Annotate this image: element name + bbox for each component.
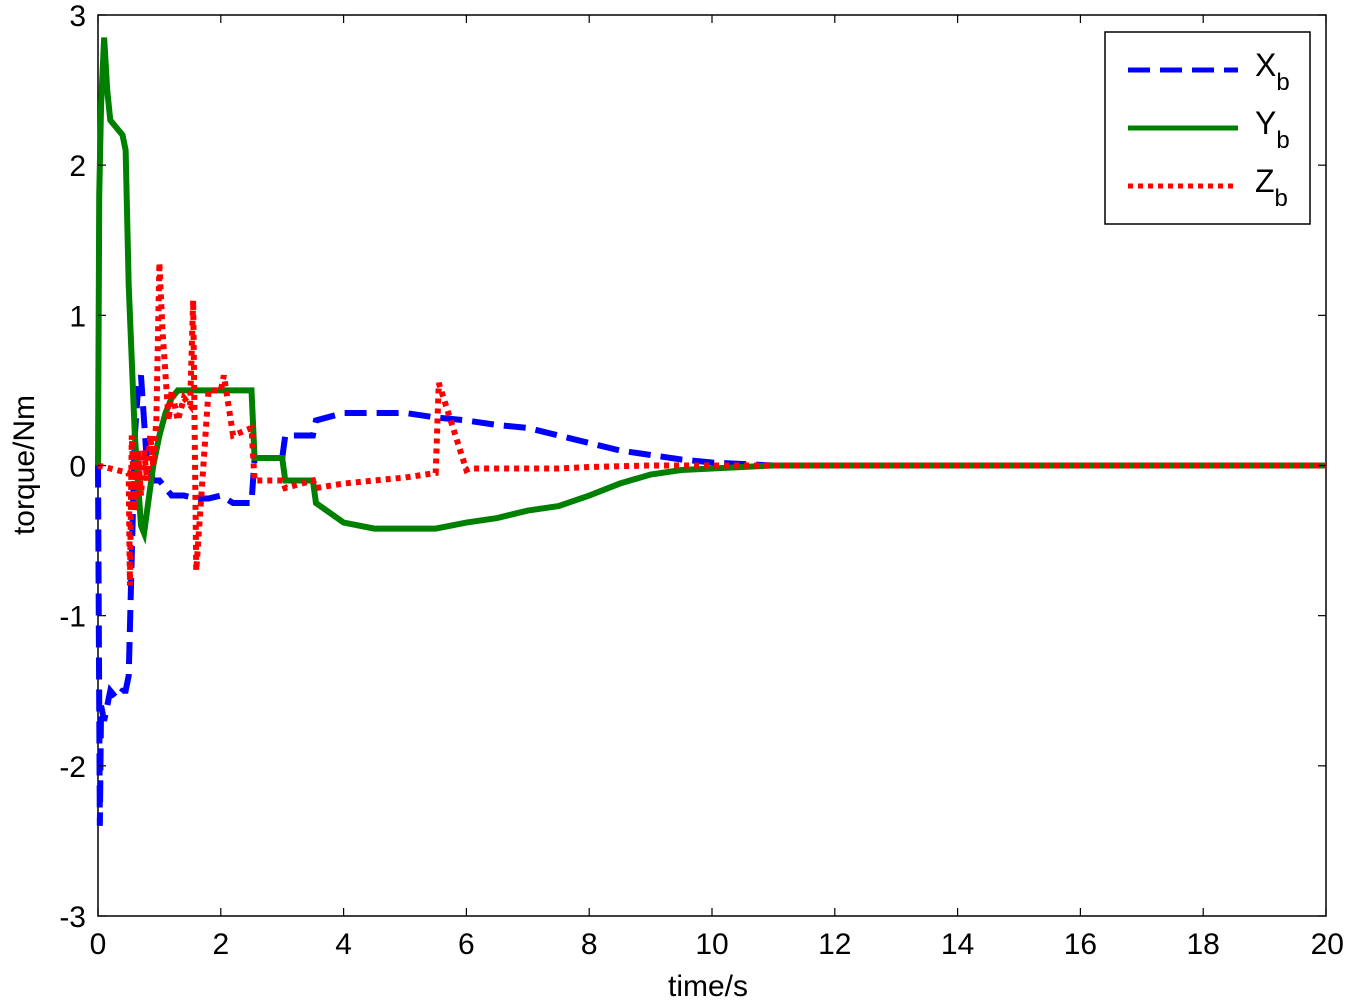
x-tick-label: 14 (941, 928, 974, 961)
x-tick-label: 12 (818, 928, 851, 961)
x-axis-label: time/s (668, 970, 748, 1000)
y-tick-label: 3 (69, 0, 86, 33)
x-tick-label: 10 (695, 928, 728, 961)
x-tick-label: 6 (458, 928, 475, 961)
y-tick-label: 1 (69, 300, 86, 333)
series-line-x (95, 374, 1326, 826)
y-tick-label: -3 (59, 901, 86, 934)
x-tick-label: 20 (1311, 928, 1344, 961)
y-tick-label: 0 (69, 451, 86, 484)
series-group (95, 37, 1326, 826)
series-line-z (97, 262, 1326, 586)
x-tick-label: 8 (581, 928, 598, 961)
y-axis-label: torque/Nm (8, 395, 41, 535)
x-tick-label: 4 (335, 928, 352, 961)
x-tick-label: 16 (1064, 928, 1097, 961)
y-tick-label: 2 (69, 150, 86, 183)
x-tick-label: 0 (90, 928, 107, 961)
x-tick-label: 18 (1187, 928, 1220, 961)
y-tick-label: -2 (59, 751, 86, 784)
y-tick-label: -1 (59, 601, 86, 634)
x-tick-label: 2 (212, 928, 229, 961)
